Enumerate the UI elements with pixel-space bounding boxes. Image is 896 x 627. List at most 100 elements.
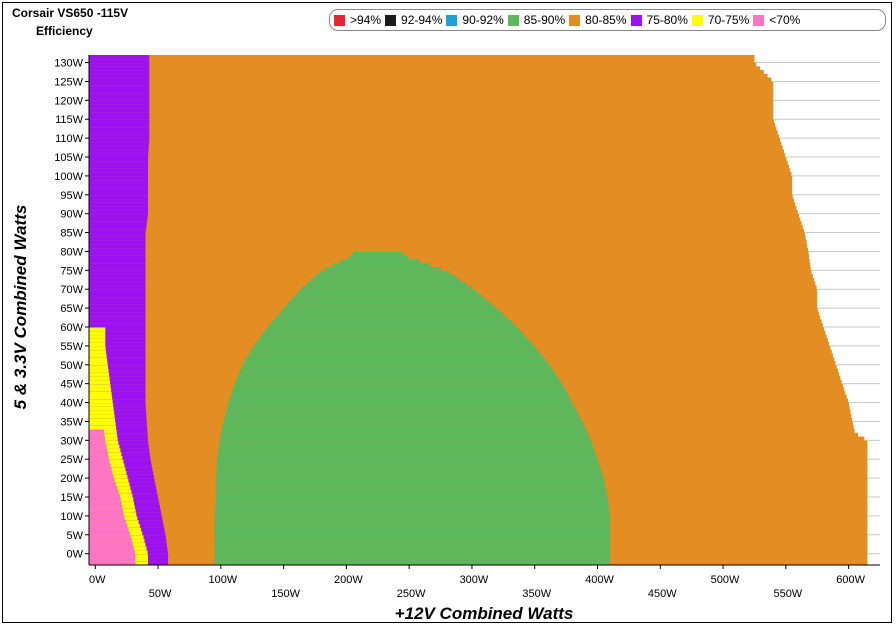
region-85-90 <box>214 557 611 562</box>
region-70-75 <box>89 413 115 419</box>
region-75-80 <box>89 255 146 260</box>
region-80-85 <box>89 104 774 109</box>
region-lt70 <box>89 497 121 502</box>
region-85-90 <box>214 534 611 540</box>
region-70-75 <box>89 417 116 422</box>
region-75-80 <box>89 342 146 347</box>
region-lt70 <box>89 481 116 487</box>
y-tick-label: 80W <box>60 246 83 258</box>
region-80-85 <box>89 213 800 218</box>
region-85-90 <box>295 293 482 298</box>
region-85-90 <box>252 345 537 351</box>
legend-item: >94% <box>334 13 381 27</box>
region-85-90 <box>214 519 611 524</box>
region-85-90 <box>214 549 611 555</box>
region-85-90 <box>272 319 512 324</box>
region-85-90 <box>214 515 611 521</box>
region-lt70 <box>89 429 105 434</box>
region-80-85 <box>89 217 801 222</box>
region-85-90 <box>238 372 557 377</box>
region-80-85 <box>89 172 792 177</box>
region-75-80 <box>89 240 146 245</box>
legend-swatch <box>691 14 703 26</box>
region-75-80 <box>89 228 146 234</box>
x-tick-label: 550W <box>773 588 802 600</box>
region-70-75 <box>89 421 116 426</box>
region-lt70 <box>89 474 114 479</box>
region-85-90 <box>215 481 605 487</box>
region-85-90 <box>216 470 602 475</box>
region-70-75 <box>89 383 111 388</box>
region-85-90 <box>215 474 604 479</box>
region-75-80 <box>89 157 149 162</box>
region-75-80 <box>89 406 146 411</box>
region-85-90 <box>218 444 594 449</box>
region-80-85 <box>89 58 755 64</box>
region-85-90 <box>216 459 599 464</box>
region-85-90 <box>234 383 564 388</box>
legend-item: 75-80% <box>630 13 688 27</box>
region-85-90 <box>215 497 608 502</box>
region-80-85 <box>89 198 794 203</box>
y-tick-label: 110W <box>55 133 84 145</box>
region-75-80 <box>89 123 150 128</box>
region-75-80 <box>89 111 150 116</box>
legend-swatch <box>569 14 581 26</box>
region-lt70 <box>89 489 119 494</box>
region-70-75 <box>89 361 108 366</box>
region-75-80 <box>89 126 150 132</box>
region-lt70 <box>89 508 124 513</box>
legend-swatch <box>630 14 642 26</box>
region-85-90 <box>214 531 611 536</box>
region-85-90 <box>232 387 566 392</box>
region-75-80 <box>89 134 150 139</box>
y-tick-label: 15W <box>60 492 83 504</box>
region-75-80 <box>89 436 148 441</box>
region-70-75 <box>89 395 113 400</box>
region-75-80 <box>89 96 150 101</box>
region-75-80 <box>89 262 146 268</box>
region-75-80 <box>89 213 148 218</box>
legend-label: 85-90% <box>523 13 566 27</box>
legend-item: 85-90% <box>507 13 566 27</box>
region-75-80 <box>89 421 147 426</box>
region-lt70 <box>89 553 136 558</box>
region-lt70 <box>89 485 118 490</box>
region-75-80 <box>89 296 146 302</box>
region-85-90 <box>216 463 600 468</box>
region-85-90 <box>224 413 580 419</box>
region-80-85 <box>89 175 793 181</box>
region-80-85 <box>89 100 774 105</box>
region-70-75 <box>89 368 109 373</box>
legend-label: 70-75% <box>707 13 750 27</box>
region-75-80 <box>89 395 146 400</box>
region-75-80 <box>89 104 150 109</box>
region-80-85 <box>89 191 793 196</box>
region-80-85 <box>89 270 812 275</box>
region-80-85 <box>89 225 803 230</box>
region-80-85 <box>89 126 777 132</box>
region-75-80 <box>89 327 146 332</box>
region-80-85 <box>89 160 788 166</box>
y-tick-label: 5W <box>67 530 84 542</box>
region-70-75 <box>89 349 107 354</box>
region-80-85 <box>89 138 781 143</box>
region-75-80 <box>89 379 146 385</box>
legend-label: >94% <box>350 13 382 27</box>
region-75-80 <box>89 311 146 317</box>
region-lt70 <box>89 504 123 509</box>
legend-item: 80-85% <box>569 13 627 27</box>
legend-label: 75-80% <box>646 13 688 27</box>
region-70-75 <box>89 364 109 370</box>
region-85-90 <box>219 440 592 445</box>
x-axis-title: +12V Combined Watts <box>395 604 574 623</box>
region-85-90 <box>214 508 610 513</box>
region-80-85 <box>89 115 774 120</box>
region-75-80 <box>89 304 146 309</box>
region-85-90 <box>288 300 491 305</box>
region-lt70 <box>89 459 110 464</box>
y-tick-label: 100W <box>54 171 83 183</box>
region-75-80 <box>89 232 146 237</box>
region-75-80 <box>89 115 150 120</box>
region-75-80 <box>89 209 149 215</box>
